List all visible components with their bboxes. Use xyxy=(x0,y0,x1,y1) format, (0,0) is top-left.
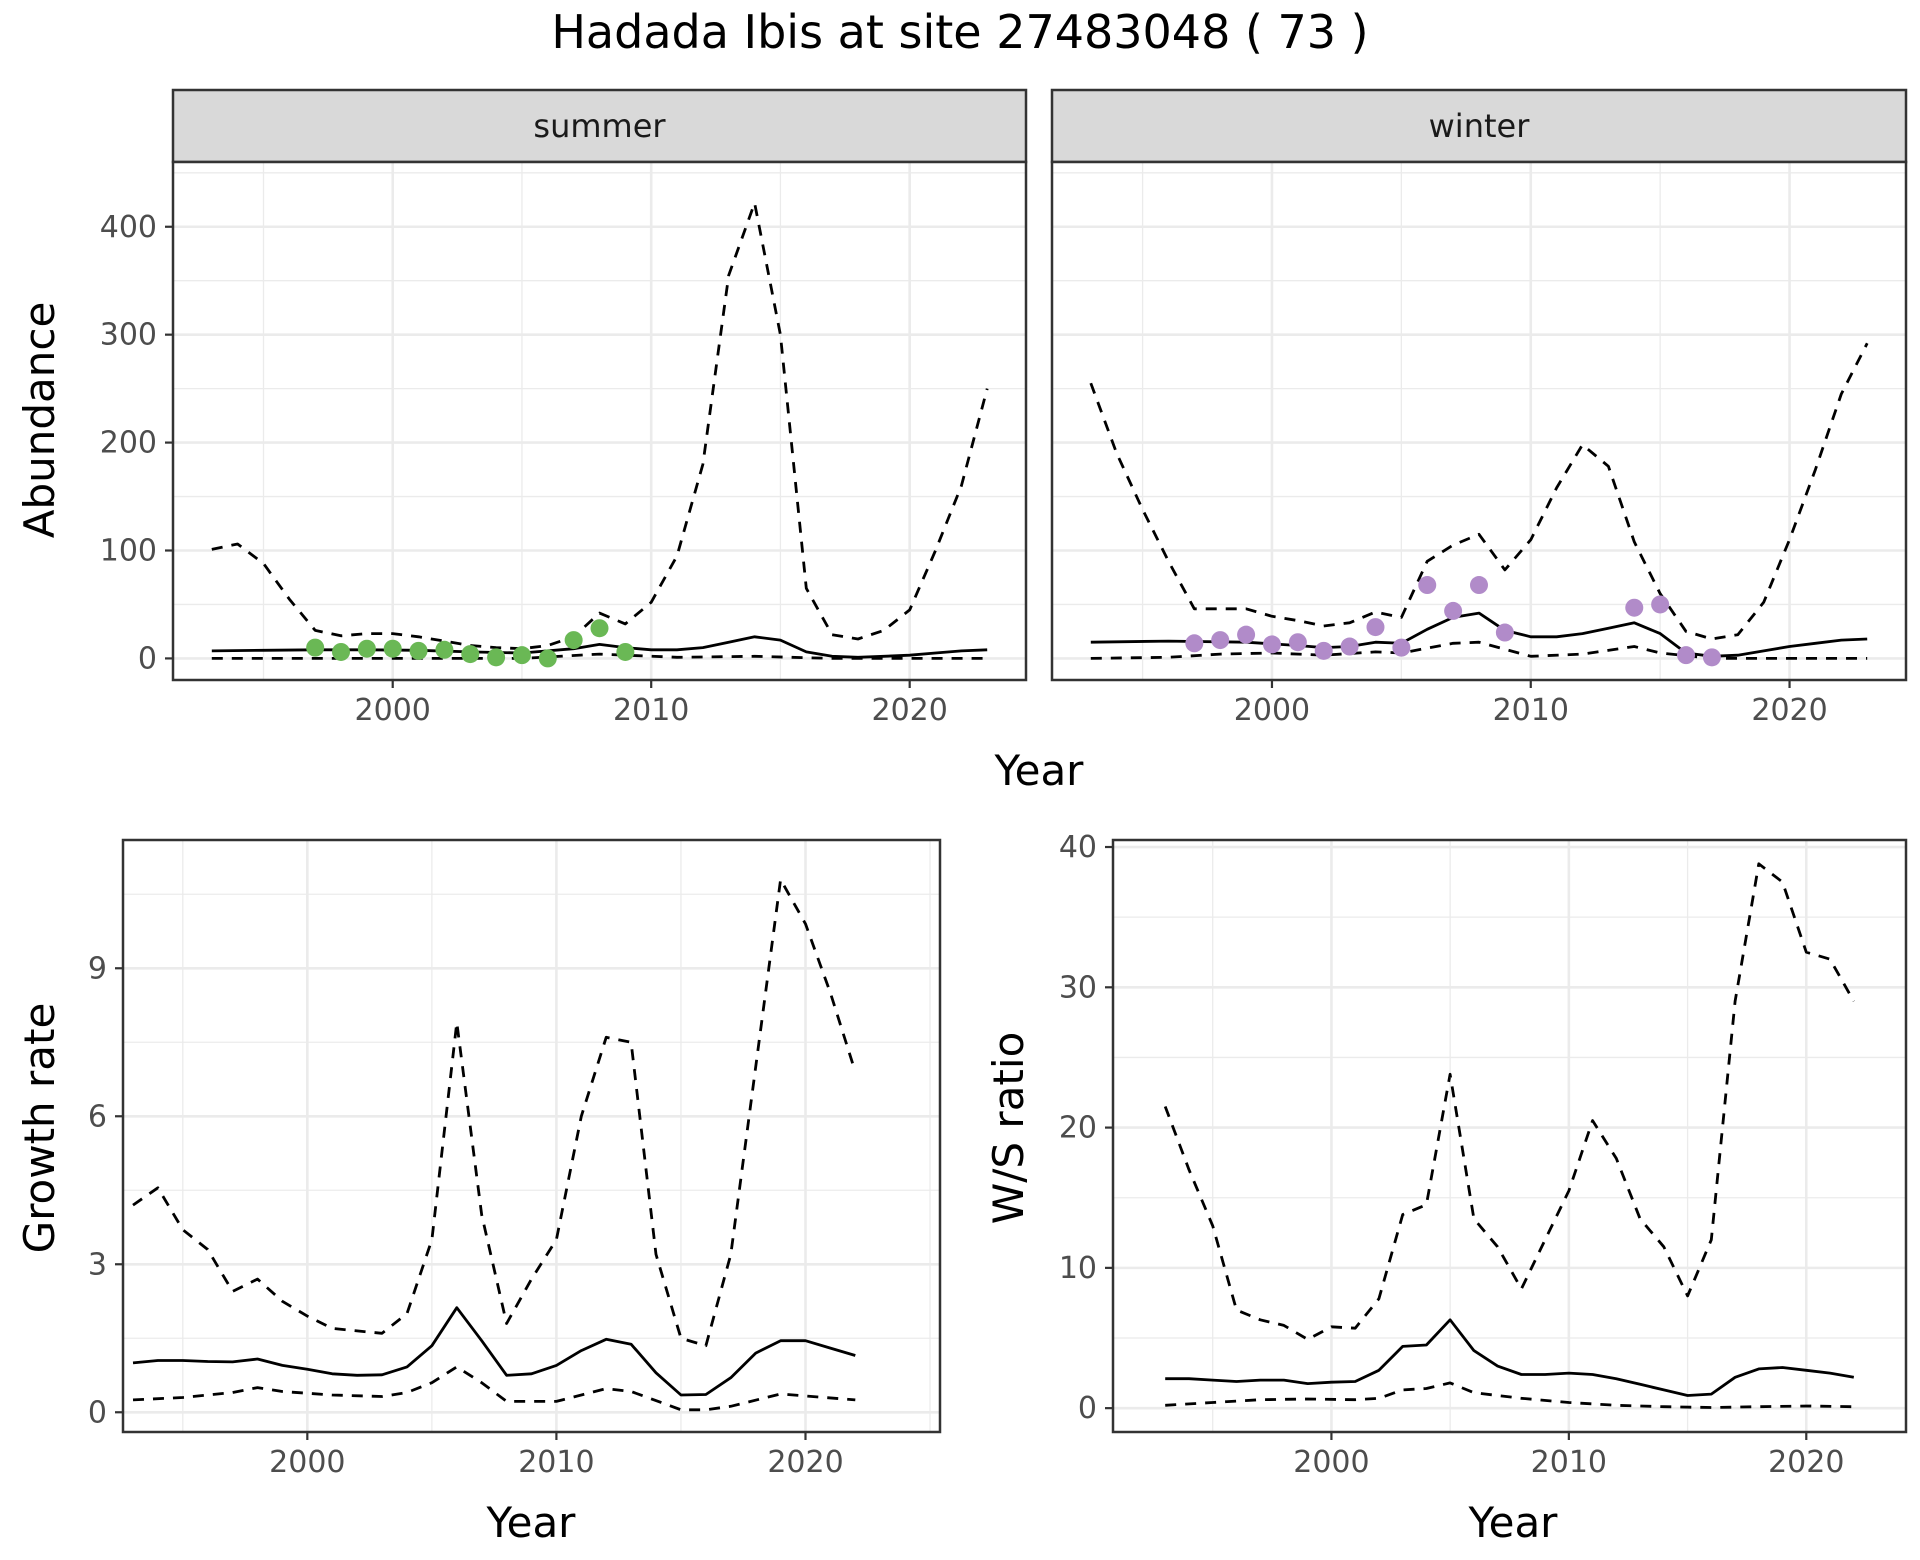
panel-border xyxy=(1050,160,1908,682)
y-axis-title-abundance: Abundance xyxy=(15,302,64,539)
x-tick-label: 2010 xyxy=(518,1445,594,1480)
y-axis-title-ws-ratio: W/S ratio xyxy=(984,1032,1033,1225)
panel-ws-ratio: 2000 2010 2020 0 10 20 30 40 xyxy=(1059,830,1908,1480)
y-tick-label: 200 xyxy=(100,426,157,461)
observed-point xyxy=(1288,633,1307,652)
observed-point xyxy=(487,648,506,667)
observed-point xyxy=(461,645,480,664)
y-axis-title-growth-rate: Growth rate xyxy=(15,1003,64,1254)
y-tick-label: 40 xyxy=(1059,830,1097,865)
plot-area xyxy=(1113,840,1906,1432)
observed-point xyxy=(1392,638,1411,657)
series-line-upper xyxy=(211,201,989,651)
y-tick-label: 9 xyxy=(88,951,107,986)
plot-area xyxy=(173,162,1026,680)
observed-point xyxy=(1470,576,1488,595)
facet-strip-summer: summer xyxy=(171,88,1028,164)
observed-point xyxy=(1262,635,1281,654)
y-tick-label: 3 xyxy=(88,1247,107,1282)
facet-strip-winter: winter xyxy=(1050,88,1908,164)
observed-point xyxy=(616,642,635,661)
y-tick-label: 300 xyxy=(100,318,157,353)
observed-point xyxy=(435,640,454,659)
figure-title: Hadada Ibis at site 27483048 ( 73 ) xyxy=(551,5,1368,59)
observed-point xyxy=(1366,618,1385,637)
x-tick-label: 2010 xyxy=(613,693,689,728)
y-tick-label: 30 xyxy=(1059,970,1097,1005)
y-tick-label: 6 xyxy=(88,1099,107,1134)
observed-point xyxy=(1651,595,1670,614)
observed-point xyxy=(409,641,428,660)
observed-point xyxy=(357,639,376,658)
series-line-upper xyxy=(1089,342,1869,641)
y-tick-label: 10 xyxy=(1059,1251,1097,1286)
x-tick-label: 2010 xyxy=(1531,1445,1607,1480)
observed-point xyxy=(332,642,351,661)
observed-point xyxy=(1418,576,1437,595)
observed-point xyxy=(1314,641,1333,660)
observed-point xyxy=(564,631,583,650)
series-line-estimate xyxy=(132,1306,856,1397)
panel-border xyxy=(171,160,1028,682)
series-line-upper xyxy=(1163,862,1856,1341)
observed-point xyxy=(306,638,325,657)
panel-abundance-summer: 2000 2010 2020 0 100 200 300 400 xyxy=(100,160,1028,728)
series-line-lower xyxy=(1090,640,1868,660)
y-tick-label: 400 xyxy=(100,210,157,245)
panel-border xyxy=(1111,838,1908,1434)
x-tick-label: 2000 xyxy=(269,1445,345,1480)
observed-point xyxy=(1444,601,1463,620)
observed-point xyxy=(1211,631,1230,650)
y-tick-label: 0 xyxy=(1078,1391,1097,1426)
strip-label-summer: summer xyxy=(533,107,666,145)
series-line-upper xyxy=(132,878,857,1348)
series-line-estimate xyxy=(1165,1318,1855,1397)
observed-point xyxy=(1237,625,1256,644)
x-tick-label: 2010 xyxy=(1493,693,1569,728)
observed-point xyxy=(538,649,557,668)
panel-abundance-winter: 2000 2010 2020 xyxy=(1050,160,1908,728)
observed-point xyxy=(1702,648,1721,667)
x-tick-label: 2000 xyxy=(1293,1445,1369,1480)
observed-point xyxy=(1185,634,1204,653)
strip-label-winter: winter xyxy=(1429,107,1531,145)
y-tick-label: 0 xyxy=(88,1395,107,1430)
observed-point xyxy=(383,639,402,658)
x-tick-label: 2000 xyxy=(1234,693,1310,728)
observed-point xyxy=(1495,623,1514,642)
series-line-lower xyxy=(132,1365,856,1412)
panel-growth-rate: 2000 2010 2020 0 3 6 9 xyxy=(88,838,942,1480)
x-tick-label: 2020 xyxy=(1751,693,1827,728)
observed-point xyxy=(590,619,609,638)
plot-area xyxy=(1052,162,1906,680)
x-tick-label: 2020 xyxy=(1768,1445,1844,1480)
series-line-lower xyxy=(1165,1381,1854,1409)
x-tick-label: 2000 xyxy=(355,693,431,728)
observed-point xyxy=(512,646,531,665)
x-axis-title-ws-ratio: Year xyxy=(1468,1498,1559,1547)
observed-point xyxy=(1677,646,1696,665)
observed-point xyxy=(1625,598,1644,617)
y-tick-label: 100 xyxy=(100,534,157,569)
x-tick-label: 2020 xyxy=(767,1445,843,1480)
x-tick-label: 2020 xyxy=(872,693,948,728)
observed-point xyxy=(1340,637,1359,656)
x-axis-title-growth-rate: Year xyxy=(486,1498,577,1547)
y-tick-label: 20 xyxy=(1059,1111,1097,1146)
x-axis-title-top: Year xyxy=(994,746,1085,795)
plot-area xyxy=(123,840,940,1432)
panel-border xyxy=(121,838,942,1434)
y-tick-label: 0 xyxy=(138,641,157,676)
